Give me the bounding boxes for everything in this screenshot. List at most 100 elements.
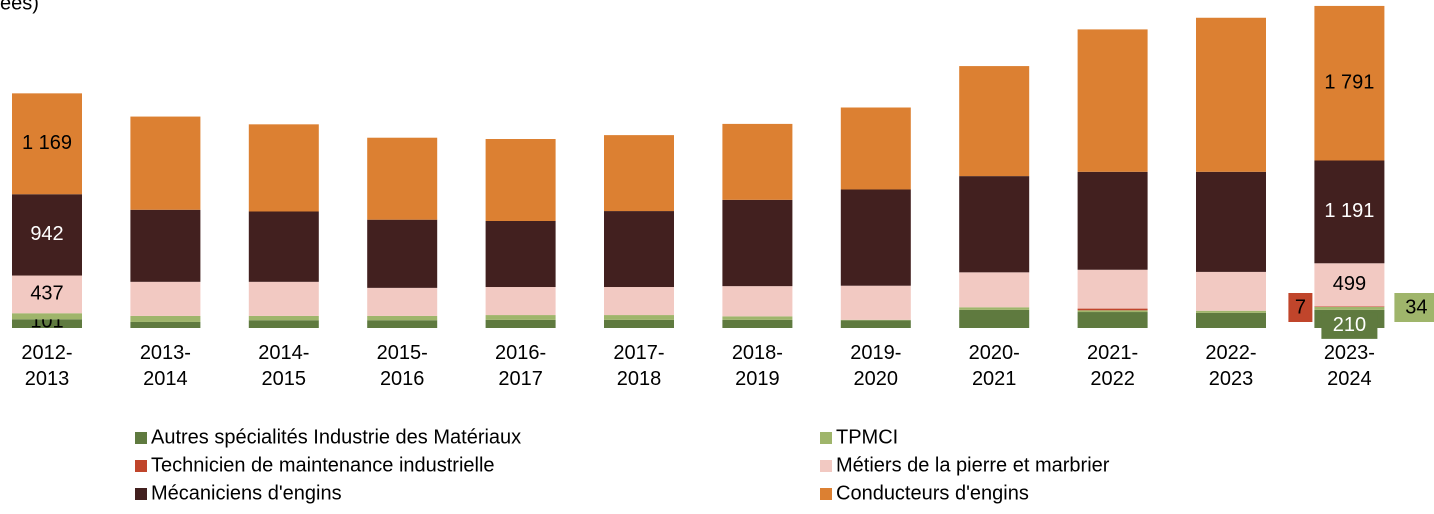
bar-segment <box>248 315 319 321</box>
legend-label: TPMCI <box>836 426 898 448</box>
data-label: 942 <box>30 223 63 245</box>
x-tick-label: 2020- 2021 <box>969 342 1020 390</box>
bar-segment <box>367 320 438 328</box>
legend-label: Technicien de maintenance industrielle <box>151 454 495 476</box>
bar-segment <box>1196 271 1266 311</box>
bar-segment <box>604 211 674 288</box>
x-tick-line: 2018 <box>617 368 662 390</box>
bar-segment <box>485 315 556 320</box>
legend-label: Conducteurs d'engins <box>836 482 1029 504</box>
bar-segment <box>959 66 1030 177</box>
bar-segment <box>1314 5 1385 161</box>
bar-segment <box>1314 306 1385 307</box>
x-tick-line: 2020 <box>854 368 899 390</box>
x-tick-label: 2016- 2017 <box>495 342 546 390</box>
data-label: 1 791 <box>1324 71 1374 93</box>
x-tick-line: 2012- <box>21 342 72 364</box>
bar-segment <box>12 275 82 314</box>
data-label: 210 <box>1333 314 1366 336</box>
x-tick-line: 2019- <box>850 342 901 364</box>
bar-segment <box>485 319 556 328</box>
bar-segment <box>485 287 556 316</box>
x-tick-label: 2012- 2013 <box>21 342 72 390</box>
legend-label: Mécaniciens d'engins <box>151 482 342 504</box>
bar-segment <box>840 320 911 328</box>
bar-segment <box>248 211 319 282</box>
x-tick-line: 2021 <box>972 368 1017 390</box>
x-tick-label: 2021- 2022 <box>1087 342 1138 390</box>
bar-segment <box>604 319 674 328</box>
legend-swatch <box>135 432 147 444</box>
bar-segment <box>12 194 82 276</box>
bar-segment <box>722 286 793 317</box>
legend-swatch <box>820 460 832 472</box>
bar-segment <box>1077 269 1148 309</box>
data-label: 34 <box>1405 296 1427 318</box>
label-box <box>1288 293 1313 322</box>
x-tick-label: 2015- 2016 <box>377 342 428 390</box>
bar-segment <box>1077 29 1148 172</box>
bar-segment <box>1077 308 1148 311</box>
bar-segment <box>1314 263 1385 307</box>
bar-segment <box>130 116 201 210</box>
bar-segment <box>840 107 911 190</box>
x-tick-line: 2014- <box>258 342 309 364</box>
legend-label: Autres spécialités Industrie des Matéria… <box>151 426 521 448</box>
data-label: 437 <box>30 283 63 305</box>
x-tick-label: 2022- 2023 <box>1205 342 1256 390</box>
label-box <box>1321 312 1378 339</box>
bar-segment <box>1196 171 1266 272</box>
bar-segment <box>367 219 438 288</box>
legend-swatch <box>820 488 832 500</box>
x-tick-line: 2016 <box>380 368 425 390</box>
legend-label: Métiers de la pierre et marbrier <box>836 454 1110 476</box>
bar-segment <box>367 315 438 321</box>
bar-segment <box>604 287 674 316</box>
data-label: 499 <box>1333 273 1366 295</box>
label-box <box>1394 293 1434 322</box>
bar-segment <box>722 316 793 320</box>
x-tick-label: 2013- 2014 <box>140 342 191 390</box>
bar-segment <box>1077 312 1148 328</box>
bar-segment <box>959 272 1030 308</box>
data-label: 1 191 <box>1324 200 1374 222</box>
x-tick-line: 2016- <box>495 342 546 364</box>
data-label: 7 <box>1295 296 1306 318</box>
data-label: 1 169 <box>22 132 72 154</box>
bar-segment <box>12 319 82 328</box>
x-tick-line: 2022 <box>1090 368 1135 390</box>
bar-segment <box>959 309 1030 328</box>
x-tick-label: 2014- 2015 <box>258 342 309 390</box>
bar-segment <box>1077 171 1148 270</box>
bar-segment <box>959 176 1030 273</box>
bar-segment <box>722 319 793 328</box>
bar-segment <box>12 93 82 195</box>
x-tick-line: 2024 <box>1327 368 1372 390</box>
bar-segment <box>248 320 319 328</box>
x-tick-line: 2013- <box>140 342 191 364</box>
x-tick-line: 2017 <box>498 368 543 390</box>
x-tick-line: 2021- <box>1087 342 1138 364</box>
bar-segment <box>1314 160 1385 264</box>
bar-segment <box>367 137 438 220</box>
x-tick-line: 2015- <box>377 342 428 364</box>
bar-segment <box>722 123 793 200</box>
bar-segment <box>485 139 556 221</box>
bar-segment <box>248 281 319 316</box>
bar-segment <box>1196 17 1266 172</box>
chart-title: ées) <box>0 0 39 14</box>
legend-swatch <box>135 488 147 500</box>
bar-segment <box>130 315 201 322</box>
bar-segment <box>485 220 556 288</box>
x-tick-line: 2019 <box>735 368 780 390</box>
x-tick-line: 2020- <box>969 342 1020 364</box>
bar-segment <box>130 209 201 282</box>
x-tick-line: 2023- <box>1324 342 1375 364</box>
x-tick-label: 2018- 2019 <box>732 342 783 390</box>
bar-segment <box>959 307 1030 310</box>
bar-segment <box>840 189 911 286</box>
bar-segment <box>1077 310 1148 313</box>
bar-segment <box>604 135 674 212</box>
x-tick-line: 2015 <box>262 368 307 390</box>
